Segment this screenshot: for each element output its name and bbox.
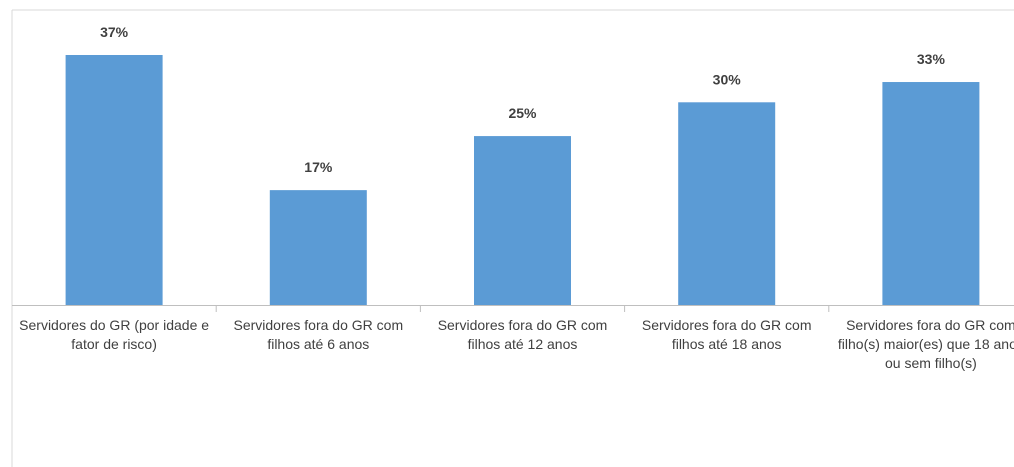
bar [65, 55, 163, 305]
data-label: 33% [917, 51, 946, 67]
bar [678, 102, 776, 305]
data-label: 37% [100, 24, 129, 40]
x-tick-label: Servidores fora do GR com filho(s) maior… [837, 317, 1014, 371]
bar [474, 136, 571, 305]
data-label: 17% [304, 159, 333, 175]
data-label: 30% [713, 71, 742, 87]
x-tick-label: Servidores fora do GR com filhos até 18 … [641, 317, 812, 352]
x-tick-label: Servidores fora do GR com filhos até 6 a… [233, 317, 404, 352]
x-tick-label: Servidores fora do GR com filhos até 12 … [437, 317, 608, 352]
bar [269, 190, 367, 305]
data-label: 25% [508, 105, 537, 121]
bar [882, 82, 980, 305]
x-tick-label: Servidores do GR (por idade e fator de r… [19, 317, 210, 352]
